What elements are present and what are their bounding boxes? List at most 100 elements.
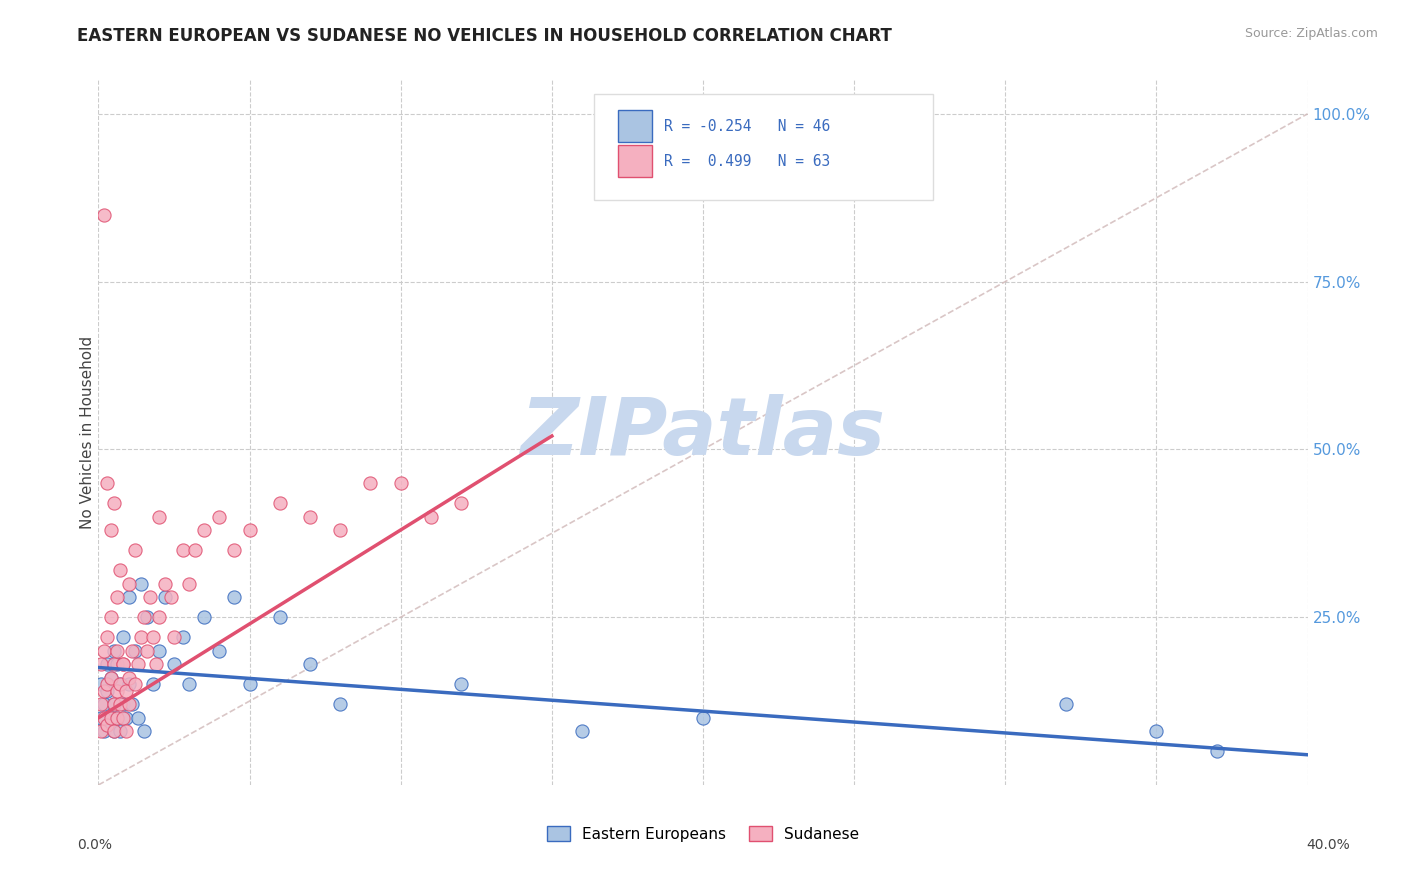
Point [90,698,112,712]
Text: 0.0%: 0.0% [77,838,112,853]
FancyBboxPatch shape [619,145,652,178]
Point [153,590,176,604]
Point [118,576,141,591]
Point [100,711,122,725]
Point [103,698,125,712]
Point [90,657,112,672]
Point [96,684,118,698]
Point [105,590,128,604]
Point [96,475,118,490]
Point [121,644,143,658]
Point [118,698,141,712]
Point [148,610,170,624]
Point [132,724,155,739]
Point [105,684,128,698]
Point [360,475,382,490]
Point [114,684,136,698]
Point [1206,744,1229,758]
Point [224,590,246,604]
Point [118,590,141,604]
Point [105,711,128,725]
Point [100,523,122,537]
Point [103,644,125,658]
Text: ZIPatlas: ZIPatlas [520,393,886,472]
Point [96,717,118,731]
Point [1144,724,1167,739]
Point [239,677,262,691]
Point [135,610,157,624]
Point [93,207,115,221]
Point [118,671,141,685]
Point [93,698,115,712]
Point [93,724,115,739]
Point [111,698,134,712]
Point [163,657,186,672]
Point [571,724,593,739]
Point [127,657,149,672]
Point [96,677,118,691]
Point [108,698,131,712]
Point [129,576,152,591]
Point [111,657,134,672]
Point [90,677,112,691]
Point [103,698,125,712]
Point [111,657,134,672]
Point [118,677,141,691]
Point [114,711,136,725]
Point [100,610,122,624]
Point [329,523,352,537]
Point [692,711,714,725]
Point [163,630,186,644]
Text: EASTERN EUROPEAN VS SUDANESE NO VEHICLES IN HOUSEHOLD CORRELATION CHART: EASTERN EUROPEAN VS SUDANESE NO VEHICLES… [77,27,893,45]
Point [105,711,128,725]
Point [239,523,262,537]
Point [132,610,155,624]
Point [124,644,146,658]
Point [124,543,146,558]
Point [269,610,291,624]
Point [145,657,167,672]
Point [108,677,131,691]
Point [193,610,215,624]
Point [93,711,115,725]
Point [208,509,231,524]
Point [127,711,149,725]
Point [108,563,131,577]
Point [103,496,125,510]
Point [142,677,165,691]
Point [148,509,170,524]
Point [299,509,322,524]
Point [172,630,194,644]
Point [111,630,134,644]
Point [96,717,118,731]
Point [148,644,170,658]
Point [139,590,162,604]
Text: Source: ZipAtlas.com: Source: ZipAtlas.com [1244,27,1378,40]
Point [420,509,443,524]
Point [389,475,412,490]
Point [184,543,207,558]
Point [96,657,118,672]
Point [100,671,122,685]
Point [111,711,134,725]
Point [193,523,215,537]
Point [179,576,201,591]
Point [90,711,112,725]
Point [172,543,194,558]
Point [103,724,125,739]
Text: 40.0%: 40.0% [1306,838,1350,853]
Point [90,724,112,739]
Point [105,657,128,672]
Point [299,657,322,672]
Point [208,644,231,658]
Y-axis label: No Vehicles in Household: No Vehicles in Household [80,336,94,529]
Point [135,644,157,658]
Text: R = -0.254   N = 46: R = -0.254 N = 46 [664,119,831,134]
Point [129,630,152,644]
Point [105,644,128,658]
Point [93,684,115,698]
Point [153,576,176,591]
Text: R =  0.499   N = 63: R = 0.499 N = 63 [664,153,831,169]
Point [114,724,136,739]
FancyBboxPatch shape [619,111,652,142]
